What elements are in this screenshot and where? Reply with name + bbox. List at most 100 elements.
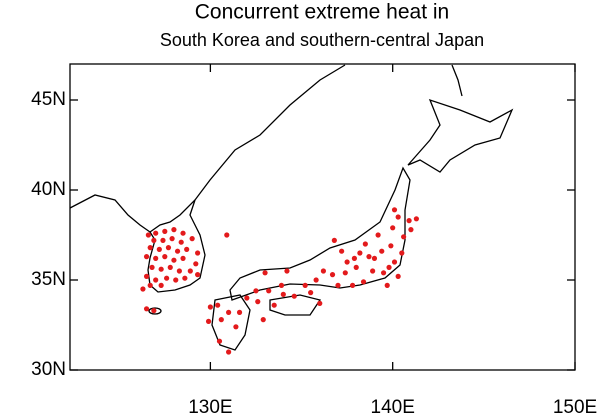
y-tick-label: 45N (31, 89, 66, 110)
station-point (174, 248, 181, 254)
station-point (184, 246, 190, 252)
station-point (351, 255, 358, 261)
station-point (143, 254, 150, 260)
station-point (153, 230, 159, 236)
chart-subtitle: South Korea and southern-central Japan (160, 30, 484, 50)
station-point (391, 207, 398, 213)
station-point (379, 248, 385, 254)
station-point (171, 257, 177, 263)
station-point (253, 288, 259, 294)
station-point (331, 237, 337, 243)
station-point (160, 237, 166, 243)
y-tick-label: 35N (31, 269, 66, 290)
station-point (236, 309, 243, 315)
station-point (371, 255, 378, 261)
station-point (165, 245, 172, 251)
station-point (266, 288, 272, 294)
x-tick-label: 150E (553, 397, 597, 418)
station-point (162, 228, 168, 234)
station-point (153, 277, 159, 283)
station-point (362, 241, 368, 247)
station-point (329, 272, 336, 278)
station-point (195, 250, 201, 256)
station-point (233, 324, 239, 330)
station-point (406, 218, 412, 224)
station-point (353, 264, 359, 270)
station-point (182, 275, 188, 281)
station-point (349, 282, 356, 288)
station-point (413, 216, 419, 222)
station-point (366, 254, 372, 260)
station-point (158, 282, 164, 288)
station-point (291, 293, 297, 299)
station-point (384, 282, 390, 288)
station-point (395, 273, 401, 279)
station-point (344, 259, 350, 265)
station-point (391, 259, 398, 265)
station-point (145, 232, 151, 238)
station-point (244, 295, 250, 301)
station-point (395, 214, 401, 220)
shikoku-coast (269, 294, 322, 316)
station-point (189, 236, 195, 242)
chart-title: Concurrent extreme heat in (195, 1, 449, 24)
station-point (388, 243, 394, 249)
station-point (226, 349, 232, 355)
station-point (302, 282, 308, 288)
station-point (143, 273, 150, 279)
station-point (171, 227, 177, 233)
station-point (147, 282, 153, 288)
station-point (151, 308, 157, 314)
station-point (153, 255, 159, 261)
station-point (167, 264, 173, 270)
station-point (284, 268, 290, 274)
station-point (147, 245, 153, 251)
station-point (207, 304, 213, 310)
station-point (317, 300, 323, 306)
station-point (342, 270, 348, 276)
station-point (399, 250, 405, 256)
station-point (357, 250, 363, 256)
station-point (260, 317, 266, 323)
honshu-coast (229, 166, 411, 301)
y-tick-label: 40N (31, 179, 66, 200)
station-point (193, 261, 199, 267)
station-point (173, 277, 179, 283)
station-point (224, 232, 230, 238)
kyushu-coast (211, 294, 251, 351)
station-point (339, 248, 345, 254)
jeju-coast (148, 307, 162, 315)
station-point (162, 254, 168, 260)
station-point (176, 268, 182, 274)
station-point (280, 291, 286, 297)
station-point (386, 264, 392, 270)
station-point (408, 227, 414, 233)
sakhalin-coast (451, 64, 463, 97)
station-point (380, 270, 387, 276)
station-point (308, 290, 314, 296)
station-point (149, 264, 155, 270)
station-point (271, 302, 277, 308)
station-point (205, 318, 212, 324)
station-point (401, 234, 407, 240)
station-point (187, 268, 193, 274)
mainland-coast (69, 64, 346, 233)
station-point (180, 255, 186, 261)
station-point (195, 272, 201, 278)
x-tick-label: 130E (188, 397, 232, 418)
station-point (178, 239, 184, 245)
station-point (180, 230, 186, 236)
station-point (320, 268, 327, 274)
station-point (158, 266, 164, 272)
station-point (375, 232, 381, 238)
y-tick-label: 30N (31, 359, 66, 380)
korea-coast (147, 199, 206, 293)
station-point (164, 275, 170, 281)
station-point (226, 309, 232, 315)
station-point (169, 236, 175, 242)
station-point (370, 268, 376, 274)
station-point (218, 317, 224, 323)
station-point (360, 279, 367, 285)
x-tick-label: 140E (371, 397, 415, 418)
